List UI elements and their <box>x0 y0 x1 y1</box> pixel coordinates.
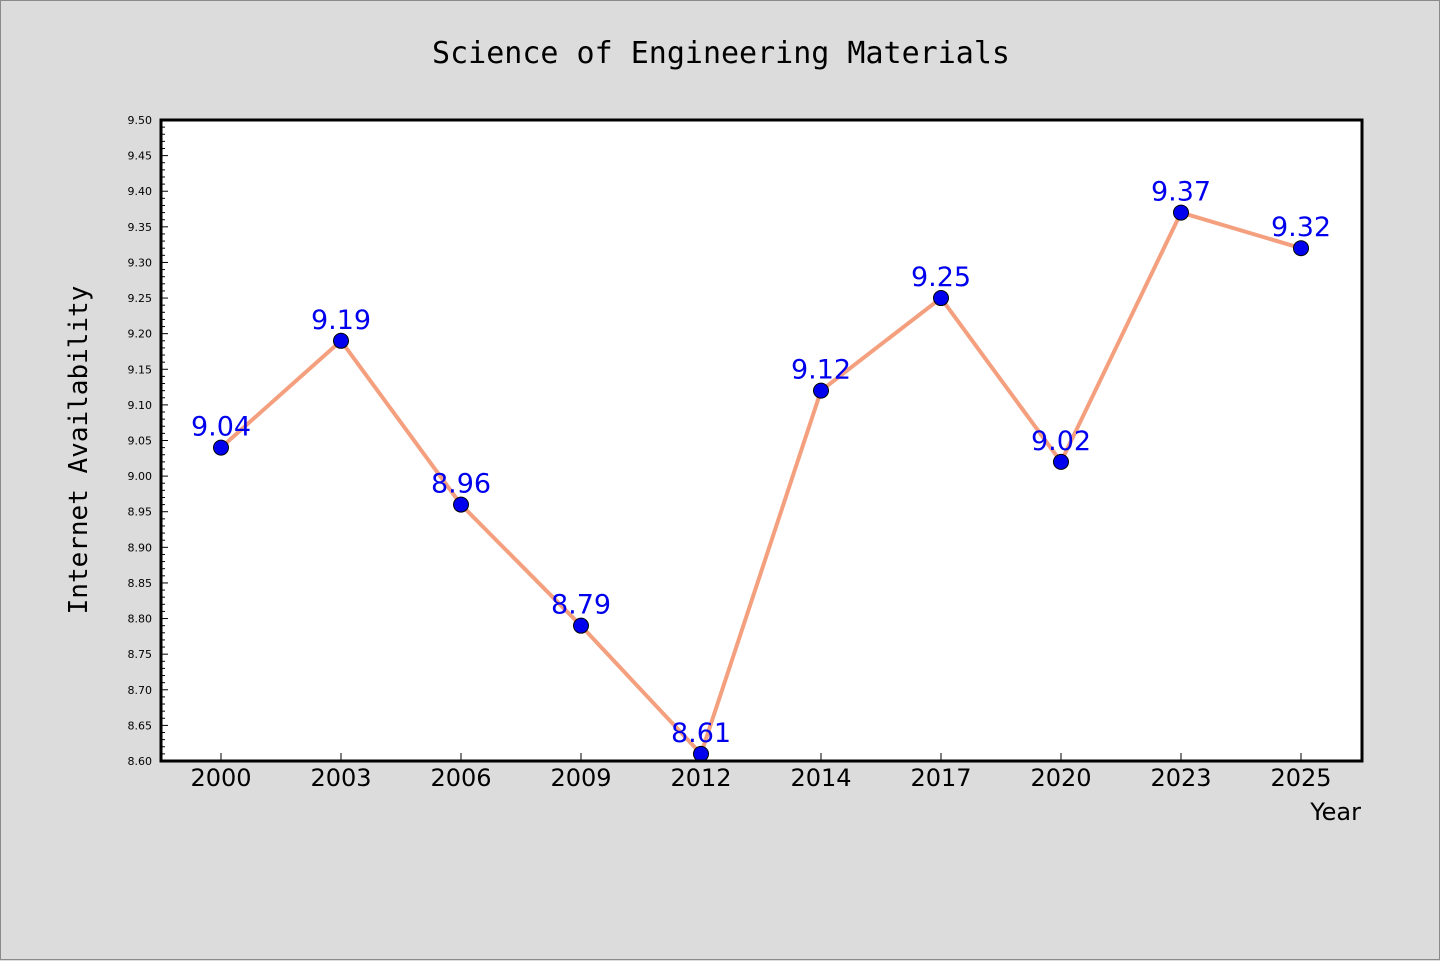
x-tick-label: 2003 <box>310 764 371 792</box>
x-tick-label: 2012 <box>670 764 731 792</box>
data-point <box>453 496 469 513</box>
y-tick-label: 8.60 <box>128 755 153 768</box>
plot-area <box>161 120 1362 761</box>
x-tick-label: 2000 <box>190 764 251 792</box>
data-label: 9.25 <box>911 262 971 293</box>
data-point <box>1173 204 1189 221</box>
data-label: 9.37 <box>1151 177 1211 208</box>
y-tick-label: 8.85 <box>128 577 153 590</box>
data-label: 9.12 <box>791 355 851 386</box>
y-tick-label: 8.80 <box>128 613 153 626</box>
data-point <box>573 617 589 634</box>
x-axis-label: Year <box>1309 798 1361 826</box>
data-point <box>1293 240 1309 257</box>
y-tick-label: 8.95 <box>128 506 153 519</box>
plot-frame <box>159 118 1364 763</box>
y-axis-ticks: 8.60 8.65 8.70 8.75 8.80 8.85 8.90 8.95 9.00 9.05… <box>128 114 168 768</box>
x-tick-label: 2025 <box>1270 764 1331 792</box>
data-point <box>213 439 229 456</box>
series-layer: 9.04 9.19 8.96 8.79 8.61 9.12 9.25 9.02 9.37 9.32 <box>191 177 1331 762</box>
y-tick-label: 8.65 <box>128 719 153 732</box>
chart-title: Science of Engineering Materials <box>432 36 1010 71</box>
y-tick-label: 8.90 <box>128 541 153 554</box>
data-label: 8.79 <box>551 590 611 621</box>
data-label: 8.61 <box>671 718 731 749</box>
y-tick-label: 9.35 <box>128 221 153 234</box>
data-label: 9.32 <box>1271 212 1331 243</box>
data-label: 8.96 <box>431 469 491 500</box>
y-tick-label: 9.20 <box>128 328 153 341</box>
y-tick-label: 9.05 <box>128 435 153 448</box>
x-tick-label: 2017 <box>910 764 971 792</box>
y-tick-label: 9.50 <box>128 114 153 127</box>
y-tick-label: 9.10 <box>128 399 153 412</box>
x-tick-label: 2014 <box>790 764 851 792</box>
y-tick-label: 9.45 <box>128 150 153 163</box>
y-tick-label: 8.75 <box>128 648 153 661</box>
data-point <box>333 332 349 349</box>
y-tick-label: 9.00 <box>128 470 153 483</box>
y-tick-label: 9.40 <box>128 185 153 198</box>
y-tick-label: 8.70 <box>128 684 153 697</box>
x-tick-label: 2023 <box>1150 764 1211 792</box>
x-tick-label: 2006 <box>430 764 491 792</box>
y-axis-label: Internet Availability <box>64 286 94 615</box>
data-label: 9.19 <box>311 305 371 336</box>
y-tick-label: 9.15 <box>128 363 153 376</box>
data-label: 9.04 <box>191 412 251 443</box>
y-tick-label: 9.25 <box>128 292 153 305</box>
data-point <box>933 290 949 307</box>
series-line <box>219 210 1303 756</box>
data-label: 9.02 <box>1031 426 1091 457</box>
x-tick-label: 2020 <box>1030 764 1091 792</box>
y-tick-label: 9.30 <box>128 256 153 269</box>
data-point <box>1053 453 1069 470</box>
x-tick-label: 2009 <box>550 764 611 792</box>
data-point <box>813 382 829 399</box>
